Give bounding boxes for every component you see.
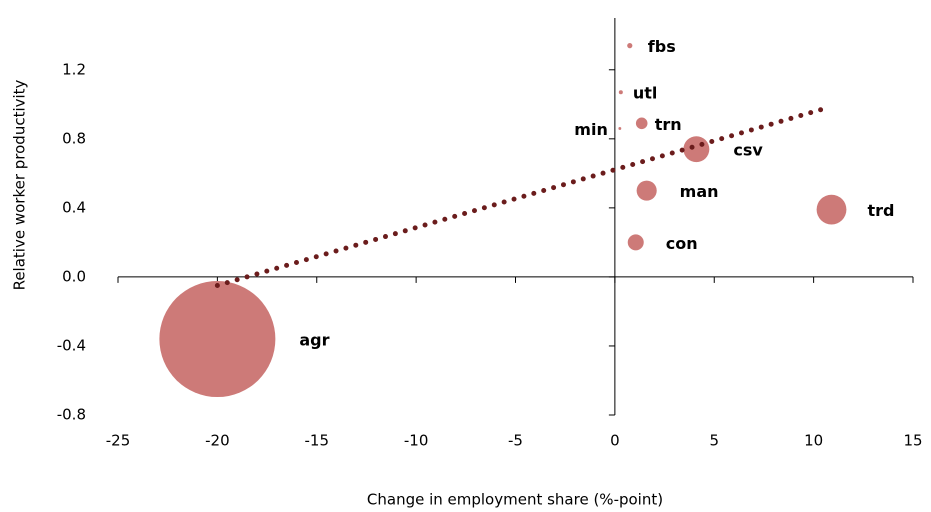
y-tick-label: -0.8 (57, 406, 86, 424)
x-tick-label: -5 (508, 432, 523, 450)
bubble (683, 136, 710, 163)
x-tick-label: 5 (709, 432, 719, 450)
x-tick-label: -10 (404, 432, 429, 450)
bubble (618, 127, 622, 130)
bubble (618, 90, 623, 95)
y-tick-label: -0.4 (57, 336, 86, 354)
point-label: fbs (648, 37, 676, 56)
point-label: trd (868, 201, 895, 220)
x-tick-label: -25 (106, 432, 131, 450)
point-label: agr (299, 331, 329, 350)
x-tick-label: 10 (804, 432, 823, 450)
point-label: csv (733, 141, 763, 160)
x-tick-label: 0 (610, 432, 620, 450)
y-tick-label: 0.0 (62, 267, 86, 285)
point-label: trn (655, 115, 682, 134)
y-axis-title: Relative worker productivity (11, 79, 29, 290)
y-tick-label: 0.8 (62, 129, 86, 147)
x-tick-label: -15 (305, 432, 330, 450)
bubble (627, 234, 644, 251)
x-tick-label: -20 (205, 432, 230, 450)
bubble (159, 281, 276, 398)
y-tick-label: 1.2 (62, 60, 86, 78)
point-label: min (574, 120, 608, 139)
x-tick-label: 15 (903, 432, 922, 450)
bubble (635, 117, 648, 130)
bubble (816, 194, 847, 225)
y-tick-label: 0.4 (62, 198, 86, 216)
bubble (627, 43, 633, 49)
bubble (636, 180, 657, 201)
trendline (214, 105, 831, 289)
point-label: con (666, 234, 698, 253)
point-label: man (680, 182, 719, 201)
point-label: utl (633, 84, 658, 103)
x-axis-title: Change in employment share (%-point) (367, 491, 663, 509)
